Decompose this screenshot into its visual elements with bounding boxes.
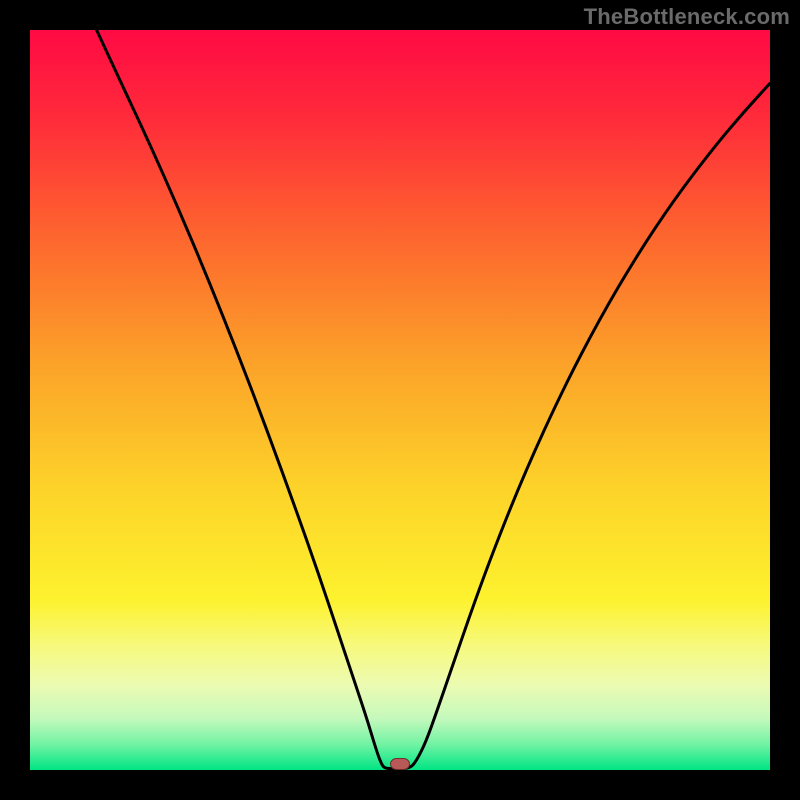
watermark-label: TheBottleneck.com bbox=[584, 4, 790, 30]
bottleneck-curve bbox=[30, 30, 770, 770]
optimum-marker bbox=[390, 757, 410, 770]
plot-area bbox=[30, 30, 770, 770]
outer-frame: TheBottleneck.com bbox=[0, 0, 800, 800]
